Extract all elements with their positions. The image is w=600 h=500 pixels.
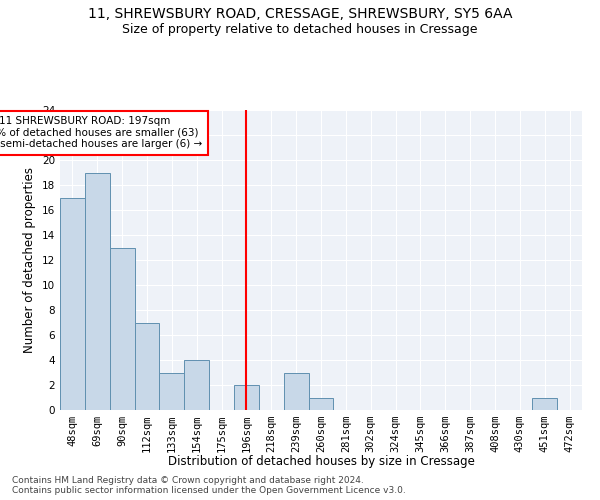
Bar: [532, 398, 557, 410]
Bar: [160, 372, 184, 410]
Bar: [284, 372, 308, 410]
Text: 11, SHREWSBURY ROAD, CRESSAGE, SHREWSBURY, SY5 6AA: 11, SHREWSBURY ROAD, CRESSAGE, SHREWSBUR…: [88, 8, 512, 22]
Text: Contains HM Land Registry data © Crown copyright and database right 2024.: Contains HM Land Registry data © Crown c…: [12, 476, 364, 485]
Bar: [308, 398, 334, 410]
Text: Size of property relative to detached houses in Cressage: Size of property relative to detached ho…: [122, 22, 478, 36]
Text: Contains public sector information licensed under the Open Government Licence v3: Contains public sector information licen…: [12, 486, 406, 495]
Bar: [134, 322, 160, 410]
Bar: [85, 172, 110, 410]
Text: Distribution of detached houses by size in Cressage: Distribution of detached houses by size …: [167, 455, 475, 468]
Bar: [60, 198, 85, 410]
Bar: [110, 248, 134, 410]
Bar: [184, 360, 209, 410]
Y-axis label: Number of detached properties: Number of detached properties: [23, 167, 37, 353]
Text: 11 SHREWSBURY ROAD: 197sqm
← 91% of detached houses are smaller (63)
9% of semi-: 11 SHREWSBURY ROAD: 197sqm ← 91% of deta…: [0, 116, 202, 150]
Bar: [234, 385, 259, 410]
